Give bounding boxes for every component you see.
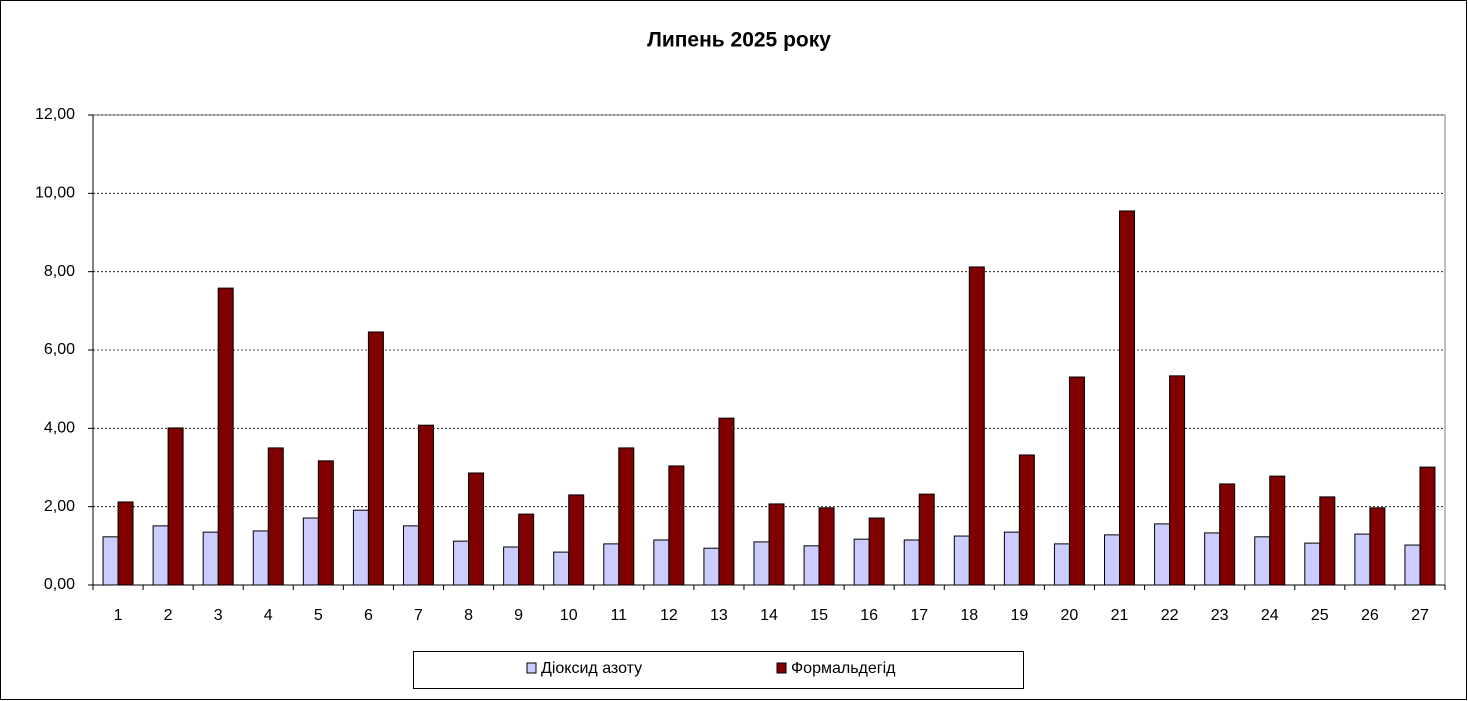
bar xyxy=(1154,523,1171,586)
bar xyxy=(252,530,269,586)
x-tick-label: 7 xyxy=(414,607,423,624)
x-tick-label: 3 xyxy=(214,607,223,624)
bar xyxy=(803,545,820,586)
bar xyxy=(352,509,369,586)
y-tick-label: 4,00 xyxy=(44,420,75,437)
bar xyxy=(753,541,770,586)
bar xyxy=(503,546,520,586)
bar xyxy=(417,424,434,586)
y-tick-label: 2,00 xyxy=(44,498,75,515)
x-tick-label: 27 xyxy=(1411,607,1429,624)
bar xyxy=(1419,466,1436,586)
x-tick-label: 10 xyxy=(560,607,578,624)
bar xyxy=(903,539,920,586)
bar xyxy=(468,472,485,586)
bar xyxy=(1018,454,1035,586)
bar xyxy=(953,535,970,586)
x-tick-label: 23 xyxy=(1211,607,1229,624)
legend-swatch xyxy=(776,662,787,674)
x-tick-label: 22 xyxy=(1161,607,1179,624)
bar xyxy=(618,447,635,586)
bar xyxy=(1269,475,1286,586)
bar xyxy=(518,513,535,586)
bar xyxy=(1404,544,1421,586)
bar xyxy=(968,266,985,586)
bar xyxy=(868,517,885,586)
bar xyxy=(367,331,384,586)
bar xyxy=(402,525,419,586)
bar xyxy=(1003,531,1020,586)
x-tick-label: 2 xyxy=(164,607,173,624)
bar xyxy=(1304,542,1321,586)
x-tick-label: 26 xyxy=(1361,607,1379,624)
bar xyxy=(302,517,319,586)
x-tick-label: 9 xyxy=(514,607,523,624)
x-tick-label: 16 xyxy=(860,607,878,624)
bar xyxy=(102,536,119,586)
legend xyxy=(413,651,1024,689)
x-tick-label: 12 xyxy=(660,607,678,624)
bar xyxy=(653,539,670,586)
bar xyxy=(768,503,785,586)
x-tick-label: 1 xyxy=(114,607,123,624)
x-tick-label: 18 xyxy=(960,607,978,624)
bar xyxy=(703,547,720,586)
x-tick-label: 6 xyxy=(364,607,373,624)
legend-label: Діоксид азоту xyxy=(541,660,642,677)
bar xyxy=(718,417,735,586)
y-tick-label: 0,00 xyxy=(44,576,75,593)
x-tick-label: 13 xyxy=(710,607,728,624)
bar xyxy=(167,427,184,586)
bar xyxy=(267,447,284,586)
bar xyxy=(668,465,685,586)
bar xyxy=(1169,375,1186,586)
y-tick-label: 12,00 xyxy=(35,106,75,123)
bar xyxy=(568,494,585,586)
bar xyxy=(152,525,169,586)
bar xyxy=(217,287,234,586)
y-tick-label: 10,00 xyxy=(35,185,75,202)
bar xyxy=(1119,210,1136,586)
bar xyxy=(818,507,835,586)
bar xyxy=(1204,532,1221,586)
bar xyxy=(1354,533,1371,586)
x-tick-label: 19 xyxy=(1010,607,1028,624)
x-tick-label: 15 xyxy=(810,607,828,624)
x-tick-label: 20 xyxy=(1061,607,1079,624)
x-tick-label: 11 xyxy=(610,607,627,624)
x-tick-label: 4 xyxy=(264,607,273,624)
x-tick-label: 8 xyxy=(464,607,473,624)
bar xyxy=(918,493,935,586)
x-tick-label: 25 xyxy=(1311,607,1329,624)
x-tick-label: 17 xyxy=(910,607,928,624)
bar xyxy=(1104,534,1121,586)
bar xyxy=(1319,496,1336,586)
y-tick-label: 6,00 xyxy=(44,341,75,358)
y-tick-label: 8,00 xyxy=(44,263,75,280)
bar xyxy=(1053,543,1070,586)
chart-title: Липень 2025 року xyxy=(647,29,831,52)
bar xyxy=(453,540,470,586)
bar xyxy=(117,501,134,586)
x-tick-label: 14 xyxy=(760,607,778,624)
x-tick-label: 5 xyxy=(314,607,323,624)
bar xyxy=(1369,507,1386,586)
x-tick-label: 24 xyxy=(1261,607,1279,624)
bar xyxy=(603,543,620,586)
bar xyxy=(1219,483,1236,586)
bar xyxy=(553,551,570,586)
bar xyxy=(317,460,334,586)
bar xyxy=(202,531,219,586)
x-tick-label: 21 xyxy=(1111,607,1129,624)
legend-label: Формальдегід xyxy=(791,660,896,677)
bar xyxy=(853,538,870,586)
bar xyxy=(1068,376,1085,586)
legend-swatch xyxy=(526,662,537,674)
bar xyxy=(1254,536,1271,586)
